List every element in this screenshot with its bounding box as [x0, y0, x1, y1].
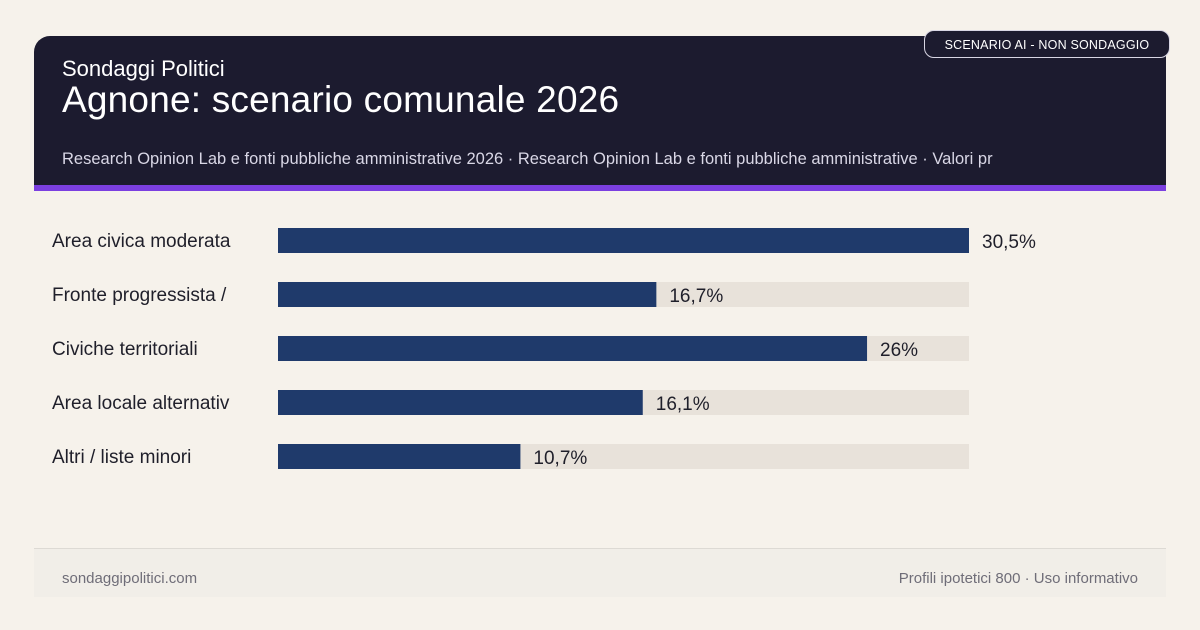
category-label: Fronte progressista / [52, 285, 227, 306]
value-label: 10,7% [533, 448, 587, 469]
value-label: 16,7% [669, 286, 723, 307]
category-label: Altri / liste minori [52, 447, 191, 468]
sources-line: Research Opinion Lab e fonti pubbliche a… [62, 150, 993, 168]
value-label: 30,5% [982, 232, 1036, 253]
value-label: 16,1% [656, 394, 710, 415]
bars-group: Area civica moderata 30,5% Fronte progress… [52, 228, 1036, 469]
scenario-badge: SCENARIO AI - NON SONDAGGIO [924, 30, 1170, 58]
bar [278, 444, 521, 469]
bar [278, 390, 643, 415]
category-label: Area locale alternativ [52, 393, 230, 414]
footer-site: sondaggipolitici.com [62, 570, 198, 587]
chart-title: Agnone: scenario comunale 2026 [62, 79, 620, 120]
bar [278, 228, 969, 253]
bar [278, 336, 868, 361]
brand-name: Sondaggi Politici [62, 56, 225, 81]
bar [278, 282, 657, 307]
footer-note: Profili ipotetici 800 · Uso informativo [898, 570, 1138, 587]
chart-header: Sondaggi Politici Agnone: scenario comun… [34, 36, 1166, 191]
value-label: 26% [880, 340, 918, 361]
footer: sondaggipolitici.com Profili ipotetici 8… [34, 548, 1166, 597]
category-label: Civiche territoriali [52, 339, 198, 360]
category-label: Area civica moderata [52, 231, 231, 252]
